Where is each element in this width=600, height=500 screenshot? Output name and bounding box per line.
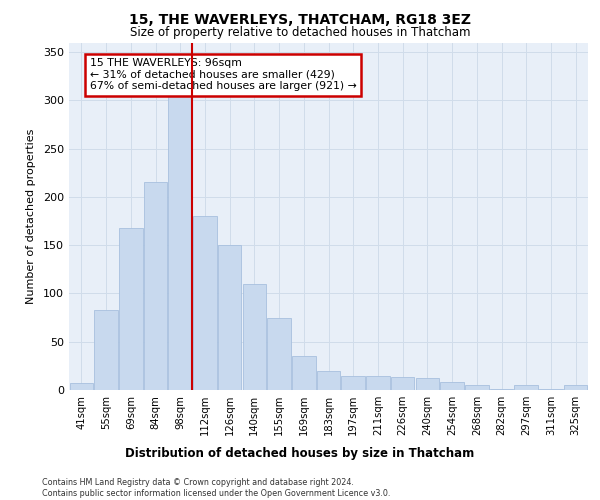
- Bar: [242, 284, 266, 390]
- Bar: [416, 378, 439, 390]
- Bar: [366, 376, 389, 390]
- Bar: [490, 389, 513, 390]
- Y-axis label: Number of detached properties: Number of detached properties: [26, 128, 36, 304]
- Text: 15 THE WAVERLEYS: 96sqm
← 31% of detached houses are smaller (429)
67% of semi-d: 15 THE WAVERLEYS: 96sqm ← 31% of detache…: [90, 58, 356, 92]
- Bar: [144, 182, 167, 390]
- Bar: [268, 318, 291, 390]
- Bar: [292, 356, 316, 390]
- Bar: [341, 376, 365, 390]
- Bar: [465, 385, 488, 390]
- Text: Contains HM Land Registry data © Crown copyright and database right 2024.
Contai: Contains HM Land Registry data © Crown c…: [42, 478, 391, 498]
- Bar: [70, 383, 93, 390]
- Bar: [218, 245, 241, 390]
- Bar: [514, 385, 538, 390]
- Bar: [193, 216, 217, 390]
- Text: Size of property relative to detached houses in Thatcham: Size of property relative to detached ho…: [130, 26, 470, 39]
- Bar: [317, 370, 340, 390]
- Bar: [539, 389, 563, 390]
- Bar: [119, 228, 143, 390]
- Text: Distribution of detached houses by size in Thatcham: Distribution of detached houses by size …: [125, 448, 475, 460]
- Bar: [391, 378, 415, 390]
- Bar: [564, 385, 587, 390]
- Bar: [169, 72, 192, 390]
- Bar: [94, 310, 118, 390]
- Text: 15, THE WAVERLEYS, THATCHAM, RG18 3EZ: 15, THE WAVERLEYS, THATCHAM, RG18 3EZ: [129, 12, 471, 26]
- Bar: [440, 382, 464, 390]
